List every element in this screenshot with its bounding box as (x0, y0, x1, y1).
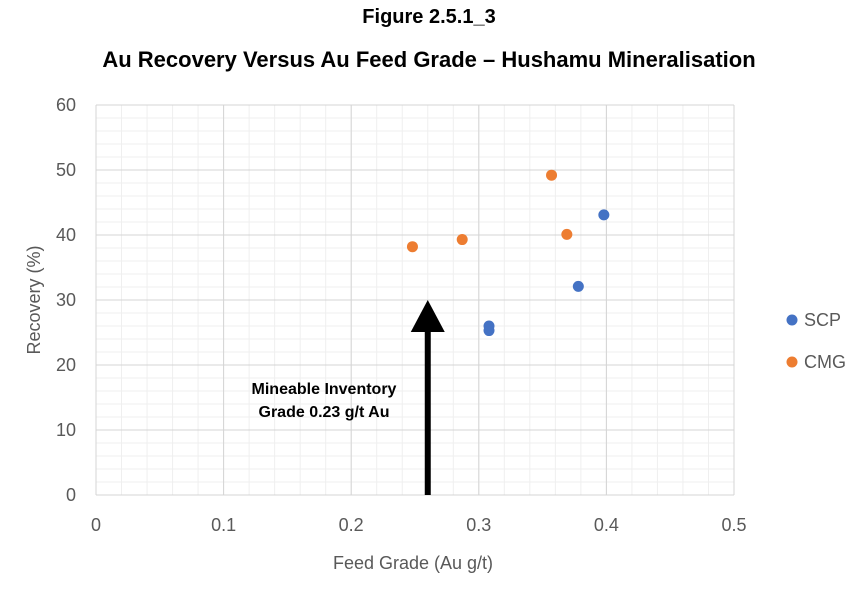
legend-marker-cmg (786, 356, 798, 368)
legend-label-scp: SCP (804, 310, 841, 330)
data-point-scp (572, 280, 584, 292)
y-axis-ticks: 0 10 20 30 40 50 60 (56, 95, 76, 505)
data-point-cmg (546, 169, 558, 181)
x-tick-label: 0.2 (339, 515, 364, 535)
y-tick-label: 10 (56, 420, 76, 440)
annotation: Mineable Inventory Grade 0.23 g/t Au (252, 300, 445, 495)
y-tick-label: 50 (56, 160, 76, 180)
data-point-cmg (561, 228, 573, 240)
legend: SCP CMG (786, 310, 846, 372)
y-tick-label: 60 (56, 95, 76, 115)
x-tick-label: 0.5 (721, 515, 746, 535)
data-points (406, 169, 610, 337)
data-point-cmg (456, 234, 468, 246)
y-tick-label: 20 (56, 355, 76, 375)
data-point-cmg (406, 241, 418, 253)
y-tick-label: 30 (56, 290, 76, 310)
legend-marker-scp (786, 314, 798, 326)
x-tick-label: 0.1 (211, 515, 236, 535)
x-tick-label: 0 (91, 515, 101, 535)
x-tick-label: 0.4 (594, 515, 619, 535)
y-tick-label: 0 (66, 485, 76, 505)
x-axis-title: Feed Grade (Au g/t) (333, 553, 493, 573)
chart-title: Au Recovery Versus Au Feed Grade – Husha… (102, 47, 756, 72)
annotation-text-line-1: Mineable Inventory (252, 381, 397, 398)
data-point-scp (483, 325, 495, 337)
major-gridlines (95, 104, 735, 496)
x-tick-label: 0.3 (466, 515, 491, 535)
legend-label-cmg: CMG (804, 352, 846, 372)
y-tick-label: 40 (56, 225, 76, 245)
y-axis-title: Recovery (%) (24, 245, 44, 354)
annotation-text-line-2: Grade 0.23 g/t Au (259, 404, 390, 421)
figure-number: Figure 2.5.1_3 (362, 6, 496, 28)
x-axis-ticks: 0 0.1 0.2 0.3 0.4 0.5 (91, 515, 747, 535)
data-point-scp (598, 209, 610, 221)
annotation-arrow-head (410, 300, 445, 332)
